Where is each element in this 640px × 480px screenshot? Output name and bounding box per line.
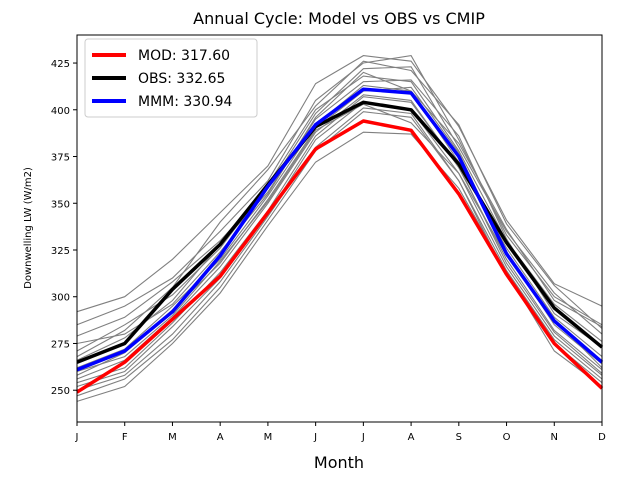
cmip-model-line-5: [76, 79, 603, 361]
y-tick-label: 400: [51, 106, 70, 117]
cmip-model-line-9: [76, 96, 603, 384]
plot-frame: [76, 34, 603, 423]
legend: MOD: 317.60 OBS: 332.65 MMM: 330.94: [84, 38, 258, 118]
cmip-model-line-16: [76, 103, 603, 373]
x-tick-label: J: [75, 432, 79, 443]
chart-title: Annual Cycle: Model vs OBS vs CMIP: [193, 9, 485, 28]
x-tick-label: J: [361, 432, 365, 443]
cmip-model-line-14: [76, 60, 603, 358]
x-tick-label: O: [503, 432, 511, 443]
x-tick-label: M: [168, 432, 177, 443]
y-tick-label: 350: [51, 199, 70, 210]
mmm-series-line: [76, 87, 604, 372]
main-series-lines: [76, 87, 604, 394]
y-tick-label: 375: [51, 153, 70, 164]
y-axis-ticks: 250 275 300 325 350 375 400 425: [51, 59, 77, 397]
legend-label-mmm: MMM: 330.94: [138, 94, 232, 110]
y-tick-label: 275: [51, 339, 70, 350]
x-tick-label: D: [598, 432, 606, 443]
y-tick-label: 325: [51, 246, 70, 257]
x-tick-label: A: [408, 432, 415, 443]
obs-series-line: [76, 100, 604, 364]
cmip-model-line-11: [76, 107, 603, 391]
y-tick-label: 425: [51, 59, 70, 70]
legend-label-obs: OBS: 332.65: [138, 71, 225, 87]
cmip-model-line-10: [76, 101, 603, 388]
x-tick-label: S: [456, 432, 462, 443]
x-tick-label: J: [313, 432, 317, 443]
legend-label-mod: MOD: 317.60: [138, 48, 230, 64]
cmip-model-line-2: [76, 54, 603, 326]
mod-series-line: [76, 119, 604, 394]
x-tick-label: A: [217, 432, 224, 443]
cmip-model-line-15: [76, 71, 603, 345]
cmip-model-line-1: [76, 55, 603, 313]
x-tick-label: N: [551, 432, 558, 443]
x-axis-label: Month: [314, 453, 364, 472]
x-tick-label: M: [264, 432, 273, 443]
y-axis-label: Downwelling LW (W/m2): [23, 167, 34, 289]
y-tick-label: 300: [51, 293, 70, 304]
x-tick-label: F: [122, 432, 128, 443]
legend-box: [84, 38, 258, 118]
y-tick-label: 250: [51, 386, 70, 397]
